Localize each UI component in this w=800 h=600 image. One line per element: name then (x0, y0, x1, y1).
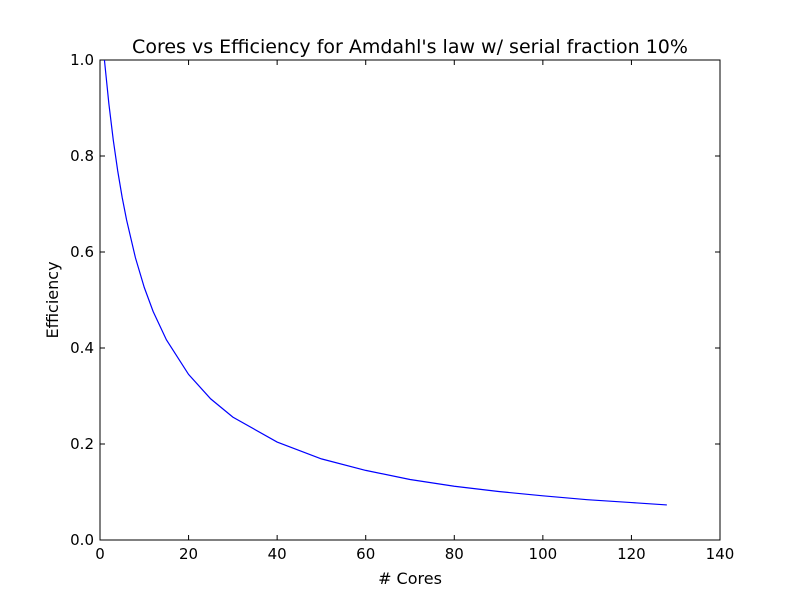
axis-ticks (99, 59, 721, 541)
y-axis-label: Efficiency (43, 261, 62, 338)
chart-title: Cores vs Efficiency for Amdahl's law w/ … (132, 36, 688, 58)
x-tick-label: 0 (95, 545, 105, 563)
y-tick-label: 0.6 (70, 243, 94, 261)
x-tick-label: 80 (445, 545, 464, 563)
y-tick-label: 1.0 (70, 51, 94, 69)
y-tick-labels: 0.0 0.2 0.4 0.6 0.8 1.0 (70, 51, 94, 549)
y-tick-label: 0.4 (70, 339, 94, 357)
y-tick-label: 0.2 (70, 435, 94, 453)
x-tick-label: 140 (706, 545, 735, 563)
x-tick-label: 60 (356, 545, 375, 563)
x-tick-label: 120 (617, 545, 646, 563)
x-tick-label: 100 (529, 545, 558, 563)
y-tick-label: 0.0 (70, 531, 94, 549)
x-tick-label: 20 (179, 545, 198, 563)
plot-area (99, 59, 721, 541)
x-tick-labels: 0 20 40 60 80 100 120 140 (95, 545, 734, 563)
efficiency-series-line (103, 59, 667, 506)
y-tick-label: 0.8 (70, 147, 94, 165)
x-tick-label: 40 (268, 545, 287, 563)
x-axis-label: # Cores (378, 569, 442, 588)
